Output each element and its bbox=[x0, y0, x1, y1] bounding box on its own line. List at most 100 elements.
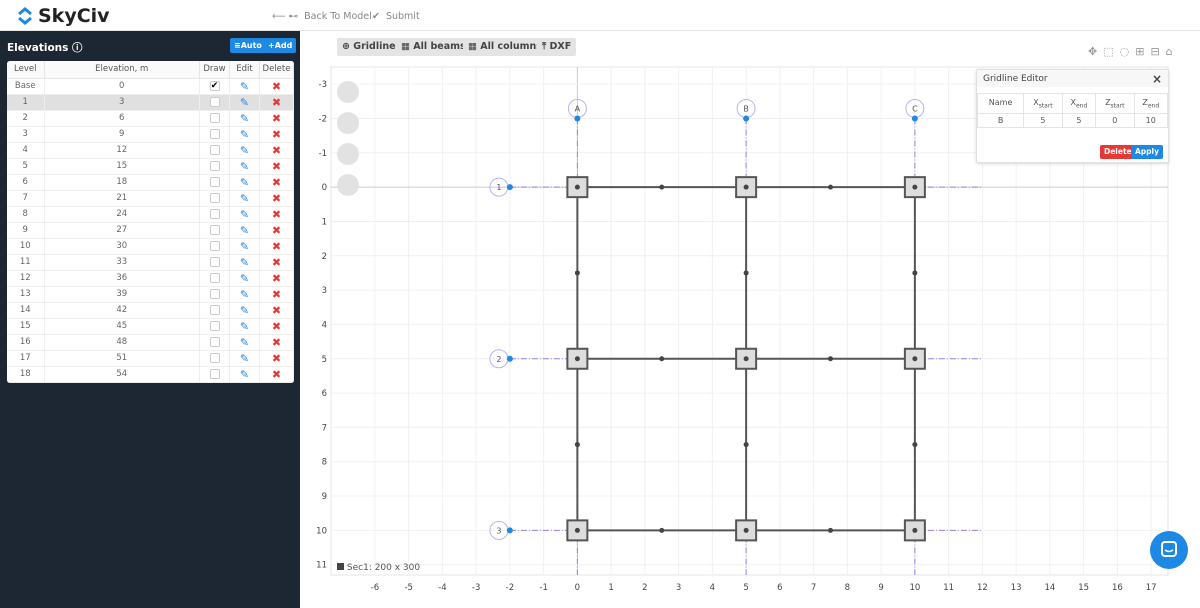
edit-icon[interactable]: ✎ bbox=[239, 223, 250, 237]
all-columns-button[interactable]: ▦ All columns bbox=[463, 38, 547, 56]
all-beams-button[interactable]: ▦ All beams bbox=[396, 38, 471, 56]
edit-icon[interactable]: ✎ bbox=[239, 127, 250, 141]
table-row[interactable]: 10 30 ✎ ✖ bbox=[7, 238, 294, 255]
edit-icon[interactable]: ✎ bbox=[239, 143, 250, 157]
draw-checkbox[interactable] bbox=[209, 352, 220, 363]
edit-icon[interactable]: ✎ bbox=[239, 351, 250, 365]
box-select-icon[interactable]: ⬚ bbox=[1103, 45, 1114, 58]
edit-icon[interactable]: ✎ bbox=[239, 175, 250, 189]
delete-icon[interactable]: ✖ bbox=[271, 223, 282, 237]
draw-checkbox[interactable] bbox=[209, 160, 220, 171]
delete-icon[interactable]: ✖ bbox=[271, 207, 282, 221]
draw-checkbox[interactable] bbox=[209, 112, 220, 123]
edit-icon[interactable]: ✎ bbox=[239, 335, 250, 349]
draw-checkbox[interactable] bbox=[209, 208, 220, 219]
close-icon[interactable]: × bbox=[1151, 72, 1162, 86]
auto-button[interactable]: ≡Auto bbox=[230, 38, 266, 53]
delete-icon[interactable]: ✖ bbox=[271, 159, 282, 173]
table-row[interactable]: 7 21 ✎ ✖ bbox=[7, 190, 294, 207]
draw-checkbox[interactable] bbox=[209, 288, 220, 299]
edit-icon[interactable]: ✎ bbox=[239, 95, 250, 109]
edit-icon[interactable]: ✎ bbox=[239, 255, 250, 269]
logo[interactable]: SkyCiv bbox=[16, 5, 110, 27]
delete-icon[interactable]: ✖ bbox=[271, 143, 282, 157]
home-icon[interactable]: ⌂ bbox=[1165, 45, 1173, 58]
edit-icon[interactable]: ✎ bbox=[239, 239, 250, 253]
lasso-icon[interactable]: ◌ bbox=[1119, 45, 1130, 58]
delete-icon[interactable]: ✖ bbox=[271, 239, 282, 253]
delete-icon[interactable]: ✖ bbox=[271, 95, 282, 109]
node-tool-icon[interactable] bbox=[337, 112, 359, 134]
draw-checkbox[interactable] bbox=[209, 256, 220, 267]
edit-icon[interactable]: ✎ bbox=[239, 207, 250, 221]
gridline-button[interactable]: ⊕ Gridline bbox=[337, 38, 401, 56]
delete-icon[interactable]: ✖ bbox=[271, 255, 282, 269]
table-row[interactable]: 3 9 ✎ ✖ bbox=[7, 126, 294, 143]
edit-icon[interactable]: ✎ bbox=[239, 191, 250, 205]
table-row[interactable]: 6 18 ✎ ✖ bbox=[7, 174, 294, 191]
edit-icon[interactable]: ✎ bbox=[239, 303, 250, 317]
table-row[interactable]: 9 27 ✎ ✖ bbox=[7, 222, 294, 239]
table-row[interactable]: 2 6 ✎ ✖ bbox=[7, 110, 294, 127]
draw-checkbox[interactable] bbox=[209, 192, 220, 203]
draw-checkbox[interactable] bbox=[209, 224, 220, 235]
delete-icon[interactable]: ✖ bbox=[271, 351, 282, 365]
draw-checkbox[interactable]: ✔ bbox=[209, 80, 220, 91]
editor-cell[interactable]: 5 bbox=[1061, 113, 1097, 128]
draw-checkbox[interactable] bbox=[209, 320, 220, 331]
table-row[interactable]: 12 36 ✎ ✖ bbox=[7, 270, 294, 287]
delete-icon[interactable]: ✖ bbox=[271, 367, 282, 381]
editor-cell[interactable]: B bbox=[976, 113, 1025, 128]
draw-checkbox[interactable] bbox=[209, 336, 220, 347]
delete-icon[interactable]: ✖ bbox=[271, 191, 282, 205]
zoom-out-icon[interactable]: ⊟ bbox=[1150, 45, 1160, 58]
draw-checkbox[interactable] bbox=[209, 272, 220, 283]
edit-icon[interactable]: ✎ bbox=[239, 159, 250, 173]
table-row[interactable]: 16 48 ✎ ✖ bbox=[7, 334, 294, 351]
circle-section-tool-icon[interactable] bbox=[337, 143, 359, 165]
table-row[interactable]: 13 39 ✎ ✖ bbox=[7, 286, 294, 303]
delete-icon[interactable]: ✖ bbox=[271, 111, 282, 125]
table-row[interactable]: 4 12 ✎ ✖ bbox=[7, 142, 294, 159]
draw-checkbox[interactable] bbox=[209, 368, 220, 379]
table-row[interactable]: 18 54 ✎ ✖ bbox=[7, 366, 294, 383]
edit-icon[interactable]: ✎ bbox=[239, 79, 250, 93]
draw-checkbox[interactable] bbox=[209, 240, 220, 251]
pan-icon[interactable]: ✥ bbox=[1088, 45, 1098, 58]
delete-icon[interactable]: ✖ bbox=[271, 127, 282, 141]
draw-checkbox[interactable] bbox=[209, 144, 220, 155]
table-row[interactable]: Base 0 ✔ ✎ ✖ bbox=[7, 78, 294, 95]
apply-button[interactable]: Apply bbox=[1131, 145, 1164, 159]
table-row[interactable]: 15 45 ✎ ✖ bbox=[7, 318, 294, 335]
submit-link[interactable]: ✔ Submit bbox=[372, 11, 420, 22]
delete-icon[interactable]: ✖ bbox=[271, 175, 282, 189]
table-row[interactable]: 11 33 ✎ ✖ bbox=[7, 254, 294, 271]
back-to-model-link[interactable]: ⟵ ⊷ Back To Model bbox=[272, 11, 372, 22]
delete-icon[interactable]: ✖ bbox=[271, 79, 282, 93]
delete-icon[interactable]: ✖ bbox=[271, 271, 282, 285]
delete-icon[interactable]: ✖ bbox=[271, 319, 282, 333]
delete-icon[interactable]: ✖ bbox=[271, 287, 282, 301]
edit-icon[interactable]: ✎ bbox=[239, 271, 250, 285]
add-button[interactable]: +Add bbox=[264, 38, 297, 53]
edit-icon[interactable]: ✎ bbox=[239, 111, 250, 125]
draw-checkbox[interactable] bbox=[209, 176, 220, 187]
edit-icon[interactable]: ✎ bbox=[239, 367, 250, 381]
delete-icon[interactable]: ✖ bbox=[271, 335, 282, 349]
chat-button[interactable] bbox=[1150, 531, 1188, 569]
editor-cell[interactable]: 10 bbox=[1133, 113, 1169, 128]
editor-cell[interactable]: 5 bbox=[1023, 113, 1063, 128]
table-row[interactable]: 1 3 ✎ ✖ bbox=[7, 94, 294, 111]
table-row[interactable]: 17 51 ✎ ✖ bbox=[7, 350, 294, 367]
delete-button[interactable]: Delete bbox=[1100, 145, 1136, 159]
edit-icon[interactable]: ✎ bbox=[239, 287, 250, 301]
zoom-in-icon[interactable]: ⊞ bbox=[1135, 45, 1145, 58]
mouse-scroll-tool-icon[interactable] bbox=[337, 81, 359, 103]
table-row[interactable]: 8 24 ✎ ✖ bbox=[7, 206, 294, 223]
dxf-button[interactable]: ⤒ DXF bbox=[537, 38, 577, 56]
edit-icon[interactable]: ✎ bbox=[239, 319, 250, 333]
delete-icon[interactable]: ✖ bbox=[271, 303, 282, 317]
info-icon[interactable]: ⓘ bbox=[72, 42, 83, 54]
draw-checkbox[interactable] bbox=[209, 128, 220, 139]
editor-cell[interactable]: 0 bbox=[1095, 113, 1135, 128]
